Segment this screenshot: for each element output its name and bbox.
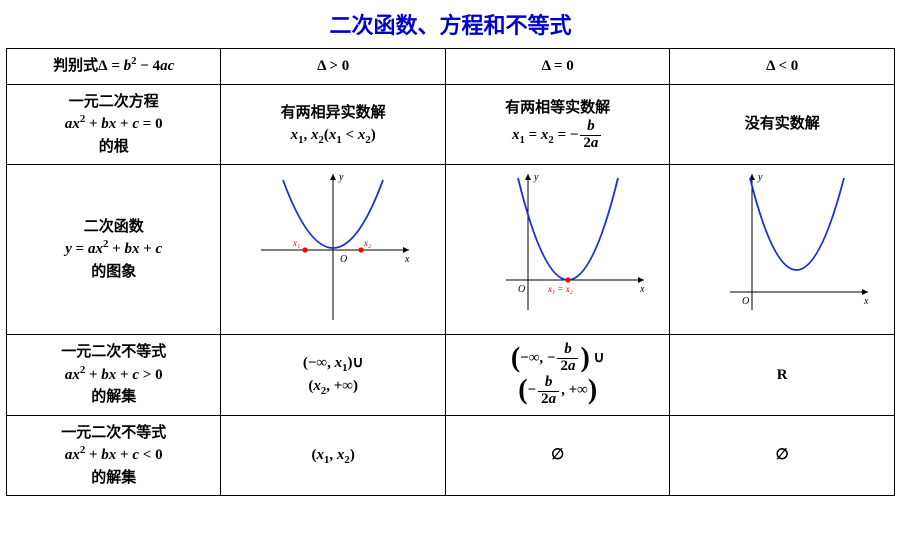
graph-gt0: O x y x₁ x₂ xyxy=(221,165,446,335)
ineq-gt-label: 一元二次不等式 ax2 + bx + c > 0 的解集 xyxy=(7,335,221,416)
svg-text:O: O xyxy=(742,296,749,307)
svg-text:x₁: x₁ xyxy=(292,238,300,248)
svg-text:y: y xyxy=(338,172,344,183)
ineq-lt-lt0: ∅ xyxy=(670,415,895,496)
ineq-lt-label: 一元二次不等式 ax2 + bx + c < 0 的解集 xyxy=(7,415,221,496)
svg-text:x: x xyxy=(404,254,410,265)
header-row: 判别式Δ = b2 − 4ac Δ > 0 Δ = 0 Δ < 0 xyxy=(7,49,895,85)
svg-text:x: x xyxy=(863,296,869,307)
svg-text:x: x xyxy=(639,284,645,295)
svg-text:O: O xyxy=(340,254,347,265)
ineq-lt-gt0: (x1, x2) xyxy=(221,415,446,496)
svg-text:y: y xyxy=(757,172,763,183)
graph-lt0: O x y xyxy=(670,165,895,335)
ineq-lt-eq0: ∅ xyxy=(445,415,670,496)
roots-label: 一元二次方程 ax2 + bx + c = 0 的根 xyxy=(7,84,221,165)
svg-text:y: y xyxy=(533,172,539,183)
header-discriminant: 判别式Δ = b2 − 4ac xyxy=(7,49,221,85)
ineq-gt-eq0: (−∞, −b2a) ∪ (−b2a, +∞) xyxy=(445,335,670,416)
graph-label: 二次函数 y = ax2 + bx + c 的图象 xyxy=(7,165,221,335)
svg-text:O: O xyxy=(518,284,525,295)
ineq-gt-lt0: R xyxy=(670,335,895,416)
ineq-gt-gt0: (−∞, x1)∪ (x2, +∞) xyxy=(221,335,446,416)
svg-text:x₂: x₂ xyxy=(363,238,371,248)
roots-row: 一元二次方程 ax2 + bx + c = 0 的根 有两相异实数解 x1, x… xyxy=(7,84,895,165)
ineq-gt-row: 一元二次不等式 ax2 + bx + c > 0 的解集 (−∞, x1)∪ (… xyxy=(7,335,895,416)
header-delta-gt0: Δ > 0 xyxy=(221,49,446,85)
header-delta-lt0: Δ < 0 xyxy=(670,49,895,85)
header-delta-eq0: Δ = 0 xyxy=(445,49,670,85)
quadratic-table: 判别式Δ = b2 − 4ac Δ > 0 Δ = 0 Δ < 0 一元二次方程… xyxy=(6,48,895,496)
roots-lt0: 没有实数解 xyxy=(670,84,895,165)
roots-gt0: 有两相异实数解 x1, x2(x1 < x2) xyxy=(221,84,446,165)
graph-eq0: O x y x₁ = x₂ xyxy=(445,165,670,335)
svg-text:x₁ = x₂: x₁ = x₂ xyxy=(547,284,573,294)
ineq-lt-row: 一元二次不等式 ax2 + bx + c < 0 的解集 (x1, x2) ∅ … xyxy=(7,415,895,496)
roots-eq0: 有两相等实数解 x1 = x2 = −b2a xyxy=(445,84,670,165)
graph-row: 二次函数 y = ax2 + bx + c 的图象 O x y x₁ x₂ xyxy=(7,165,895,335)
page-title: 二次函数、方程和不等式 xyxy=(6,8,895,40)
